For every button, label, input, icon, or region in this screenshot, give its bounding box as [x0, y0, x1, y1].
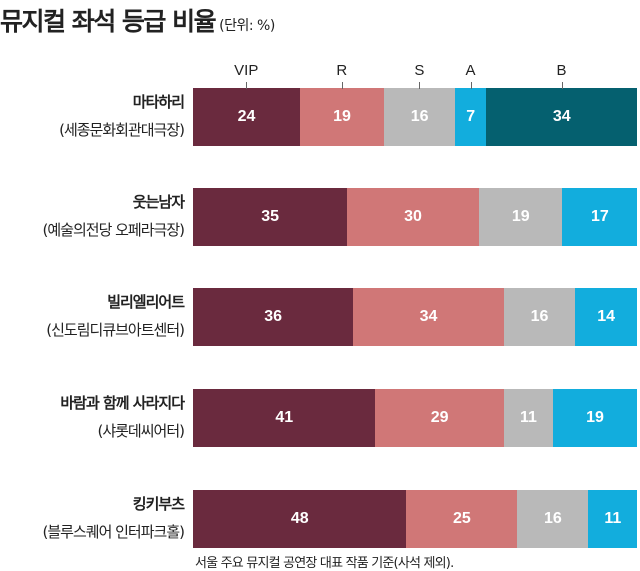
legend-label-a: A [465, 62, 476, 79]
category-name: 바람과 함께 사라지다 [60, 394, 185, 412]
bar-segment-a: 14 [574, 288, 638, 346]
title-text: 뮤지컬 좌석 등급 비율 [0, 7, 217, 36]
legend-tick [561, 82, 563, 89]
bar-segment-s: 11 [503, 389, 554, 447]
bar-segment-a: 17 [562, 188, 638, 246]
bar-segment-a: 11 [588, 490, 638, 548]
legend-label-vip: VIP [234, 62, 259, 79]
bar-segment-r: 34 [352, 288, 505, 346]
bar-segment-r: 19 [299, 88, 385, 146]
bar-segment-s: 16 [383, 88, 456, 146]
bar-segment-r: 29 [375, 389, 505, 447]
category-venue: (예술의전당 오페라극장) [42, 221, 185, 239]
legend-tick [470, 82, 472, 89]
legend-tick [246, 82, 248, 89]
category-venue: (세종문화회관대극장) [59, 121, 185, 139]
bar-segment-s: 16 [503, 288, 576, 346]
bar-segment-vip: 36 [193, 288, 354, 346]
legend-label-b: B [556, 62, 567, 79]
bar-segment-s: 19 [478, 188, 563, 246]
bar-segment-vip: 35 [193, 188, 348, 246]
legend-tick [341, 82, 343, 89]
category-name: 웃는남자 [132, 193, 185, 211]
bar-segment-a: 19 [552, 389, 638, 447]
bar-segment-r: 25 [406, 490, 518, 548]
legend-label-r: R [336, 62, 348, 79]
source-note: 서울 주요 뮤지컬 공연장 대표 작품 기준(사석 제외). [195, 556, 454, 571]
bar-segment-vip: 41 [193, 389, 376, 447]
bar-segment-b: 34 [486, 88, 638, 146]
chart-title: 뮤지컬 좌석 등급 비율 (단위: %) [0, 2, 275, 38]
bar-segment-s: 16 [517, 490, 589, 548]
category-name: 킹키부츠 [132, 495, 185, 513]
bar-segment-a: 7 [454, 88, 487, 146]
category-name: 마타하리 [132, 93, 185, 111]
category-venue: (블루스퀘어 인터파크홀) [42, 523, 185, 541]
bar-segment-vip: 24 [193, 88, 301, 146]
bar-segment-vip: 48 [193, 490, 407, 548]
legend-label-s: S [414, 62, 425, 79]
category-name: 빌리엘리어트 [107, 293, 185, 311]
category-venue: (샤롯데씨어터) [97, 422, 185, 440]
category-venue: (신도림디큐브아트센터) [46, 321, 185, 339]
unit-label: (단위: %) [219, 18, 275, 34]
legend-tick [419, 82, 421, 89]
bar-segment-r: 30 [346, 188, 480, 246]
